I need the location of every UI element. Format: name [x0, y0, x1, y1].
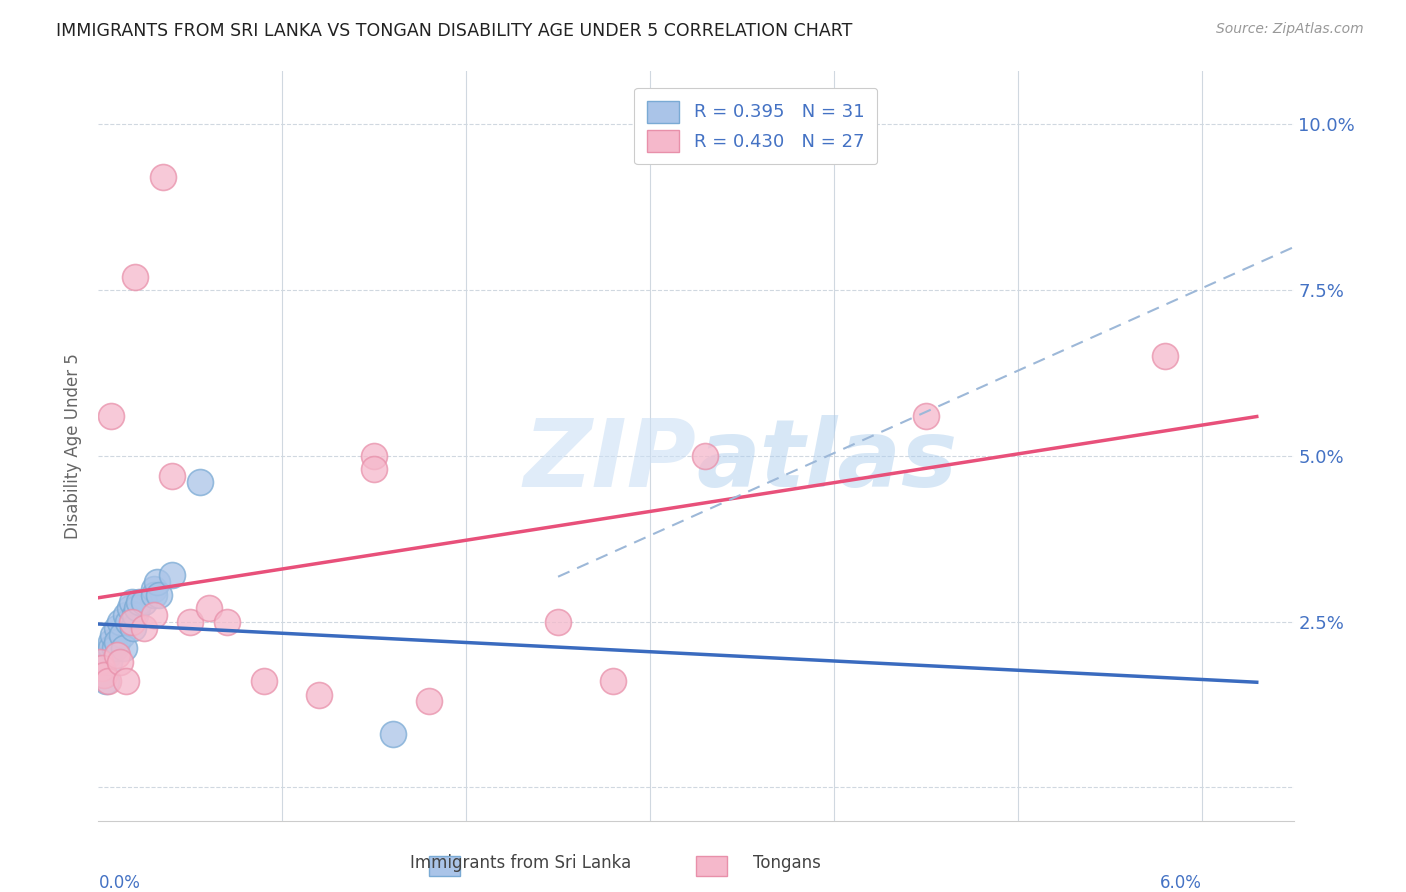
Text: Source: ZipAtlas.com: Source: ZipAtlas.com	[1216, 22, 1364, 37]
Point	[105, 621, 128, 635]
Point	[547, 615, 569, 629]
Point	[142, 608, 165, 623]
Point	[188, 475, 211, 490]
Point	[93, 667, 115, 681]
Point	[98, 655, 121, 669]
Point	[363, 449, 385, 463]
Point	[101, 628, 124, 642]
Point	[100, 409, 122, 424]
Point	[100, 634, 122, 648]
Point	[152, 170, 174, 185]
Point	[115, 674, 138, 689]
Point	[160, 568, 183, 582]
Point	[124, 269, 146, 284]
Point	[914, 409, 936, 424]
Point	[134, 621, 156, 635]
Point	[118, 601, 141, 615]
Point	[91, 661, 114, 675]
Point	[89, 655, 111, 669]
Point	[100, 641, 122, 656]
Point	[1153, 350, 1175, 364]
Text: 6.0%: 6.0%	[1160, 873, 1202, 892]
Point	[217, 615, 239, 629]
Text: IMMIGRANTS FROM SRI LANKA VS TONGAN DISABILITY AGE UNDER 5 CORRELATION CHART: IMMIGRANTS FROM SRI LANKA VS TONGAN DISA…	[56, 22, 852, 40]
Point	[121, 615, 143, 629]
Point	[381, 727, 404, 741]
Point	[160, 468, 183, 483]
Point	[418, 694, 440, 708]
Point	[112, 641, 135, 656]
Text: atlas: atlas	[696, 415, 957, 507]
Point	[128, 595, 150, 609]
Text: Immigrants from Sri Lanka: Immigrants from Sri Lanka	[409, 855, 631, 872]
Y-axis label: Disability Age Under 5: Disability Age Under 5	[65, 353, 83, 539]
Point	[308, 688, 330, 702]
Point	[142, 582, 165, 596]
Point	[104, 641, 127, 656]
Text: ZIP: ZIP	[523, 415, 696, 507]
Point	[695, 449, 717, 463]
Legend: R = 0.395   N = 31, R = 0.430   N = 27: R = 0.395 N = 31, R = 0.430 N = 27	[634, 88, 877, 164]
Point	[97, 674, 120, 689]
Point	[110, 655, 132, 669]
Point	[146, 574, 169, 589]
Point	[148, 588, 170, 602]
Point	[105, 634, 128, 648]
Text: Tongans: Tongans	[754, 855, 821, 872]
Point	[602, 674, 624, 689]
Point	[253, 674, 276, 689]
Point	[142, 588, 165, 602]
Point	[110, 615, 132, 629]
Point	[93, 667, 115, 681]
Point	[111, 628, 134, 642]
Point	[134, 595, 156, 609]
Point	[124, 608, 146, 623]
Point	[179, 615, 201, 629]
Point	[125, 601, 148, 615]
Point	[97, 648, 120, 662]
Point	[94, 674, 117, 689]
Point	[122, 621, 145, 635]
Point	[121, 595, 143, 609]
Point	[363, 462, 385, 476]
Point	[115, 608, 138, 623]
Text: 0.0%: 0.0%	[98, 873, 141, 892]
Point	[91, 661, 114, 675]
Point	[89, 655, 111, 669]
Point	[117, 615, 139, 629]
Point	[105, 648, 128, 662]
Point	[197, 601, 219, 615]
